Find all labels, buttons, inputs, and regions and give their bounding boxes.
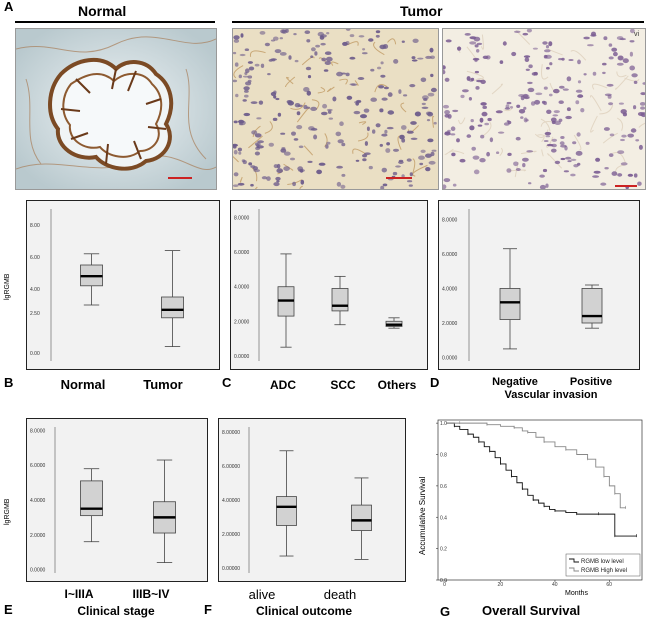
box-scc-iqr <box>331 288 349 312</box>
y-tick-label: 2.00000 <box>222 532 240 538</box>
panel-letter-c: C <box>222 375 232 390</box>
legend-label-high: RGMB High level <box>581 568 627 574</box>
panel-letter-f: F <box>204 602 212 617</box>
y-tick-label: 0.00 <box>30 351 40 357</box>
y-tick-label: 6.00000 <box>222 464 240 470</box>
micrograph-normal <box>15 28 217 190</box>
y-tick-label: 2.50 <box>30 311 40 317</box>
panel-b-ylabel: lgRGMB <box>4 273 11 300</box>
panel-letter-e: E <box>4 602 13 617</box>
panel-e-cat-late: IIIB~IV <box>132 587 170 601</box>
panel-g-title: Overall Survival <box>482 603 581 618</box>
y-tick-label: 6.0000 <box>442 252 458 258</box>
y-tick-label: 0.6 <box>440 484 447 490</box>
panel-letter-b: B <box>4 375 14 390</box>
panel-c-cat-scc: SCC <box>330 378 356 392</box>
normal-header-rule <box>15 21 215 23</box>
panel-f-cat-alive: alive <box>248 587 276 602</box>
y-tick-label: 4.00000 <box>222 498 240 504</box>
y-tick-label: 8.0000 <box>234 216 250 222</box>
panel-d-cat-positive: Positive <box>569 376 613 388</box>
box-negative-iqr <box>499 288 521 320</box>
panel-f-plot: 8.00000 6.00000 4.00000 2.00000 0.00000 <box>218 418 406 582</box>
panel-c-cat-others: Others <box>377 378 417 392</box>
y-tick-label: 8.0000 <box>442 217 458 223</box>
panel-e-ylabel-wrap: lgRGMB <box>4 415 24 575</box>
panel-b-plot: 8.00 6.00 4.00 2.50 0.00 <box>26 200 220 370</box>
y-tick-label: 1.0 <box>440 421 447 427</box>
survival-curve-low <box>446 422 637 537</box>
y-tick-label: 2.0000 <box>442 321 458 327</box>
survival-plot-frame <box>437 419 643 581</box>
legend-swatch-low <box>569 558 579 563</box>
panel-b-ylabel-wrap: lgRGMB <box>4 190 24 355</box>
panel-e-ylabel: lgRGMB <box>4 498 11 525</box>
micrograph-tumor-1 <box>232 28 439 190</box>
y-tick-label: 4.0000 <box>442 286 458 292</box>
panel-d-xlabel: Vascular invasion <box>504 389 598 401</box>
y-tick-label: 0.0 <box>440 578 447 584</box>
panel-letter-d: D <box>430 375 440 390</box>
y-tick-label: 6.0000 <box>234 250 250 256</box>
y-tick-label: 8.00 <box>30 223 40 229</box>
y-tick-label: 4.0000 <box>234 285 250 291</box>
survival-curve-high <box>446 422 626 509</box>
panel-e-xlabel: Clinical stage <box>77 604 155 618</box>
panel-g-plot: 1.0 0.8 0.6 0.4 0.2 0.0 0 20 40 60 RGMB low level R… <box>426 414 648 588</box>
micrograph-tumor-2: vi <box>442 28 646 190</box>
micrograph-mark: vi <box>633 31 639 38</box>
box-alive-iqr <box>276 496 297 526</box>
panel-b-cat-normal: Normal <box>60 377 106 392</box>
y-tick-label: 0.0000 <box>30 568 46 574</box>
y-tick-label: 0.00000 <box>222 566 240 572</box>
cell-texture <box>443 29 645 189</box>
legend-box <box>565 553 641 577</box>
x-tick-label: 20 <box>498 582 504 586</box>
y-tick-label: 4.0000 <box>30 498 46 504</box>
panel-f-cat-death: death <box>323 587 357 602</box>
legend-label-low: RGMB low level <box>581 559 624 565</box>
y-tick-label: 0.4 <box>440 515 447 521</box>
y-tick-label: 8.00000 <box>222 430 240 436</box>
panel-b-cat-tumor: Tumor <box>143 377 183 392</box>
y-tick-label: 4.00 <box>30 287 40 293</box>
panel-e-cat-early: I~IIIA <box>64 587 94 601</box>
tumor-header: Tumor <box>400 3 443 19</box>
y-tick-label: 2.0000 <box>234 319 250 325</box>
panel-d-cat-negative: Negative <box>492 376 538 388</box>
panel-f-xlabel: Clinical outcome <box>255 604 353 618</box>
y-tick-label: 8.0000 <box>30 428 46 434</box>
y-tick-label: 6.0000 <box>30 463 46 469</box>
y-tick-label: 6.00 <box>30 255 40 261</box>
panel-d-plot: 8.0000 6.0000 4.0000 2.0000 0.0000 <box>438 200 640 370</box>
panel-e-plot: 8.0000 6.0000 4.0000 2.0000 0.0000 <box>26 418 208 582</box>
x-tick-label: 40 <box>552 582 558 586</box>
box-i-iiia-iqr <box>80 480 103 517</box>
panel-g-xlabel: Months <box>565 590 588 597</box>
tumor-header-rule <box>232 21 644 23</box>
y-tick-label: 0.0000 <box>234 354 250 360</box>
y-tick-label: 2.0000 <box>30 533 46 539</box>
y-tick-label: 0.0000 <box>442 356 458 362</box>
cell-texture <box>233 29 437 189</box>
panel-c-cat-adc: ADC <box>270 378 296 392</box>
legend-swatch-high <box>569 567 579 572</box>
box-death-iqr <box>351 504 372 531</box>
box-positive-iqr <box>581 288 603 324</box>
panel-letter-g: G <box>440 604 451 619</box>
panel-letter-a: A <box>4 0 14 14</box>
normal-header: Normal <box>78 3 127 19</box>
x-tick-label: 0 <box>443 582 446 586</box>
x-tick-label: 60 <box>606 582 612 586</box>
y-tick-label: 0.2 <box>440 547 447 553</box>
box-tumor-iqr <box>161 296 184 319</box>
panel-c-plot: 8.0000 6.0000 4.0000 2.0000 0.0000 <box>230 200 428 370</box>
y-tick-label: 0.8 <box>440 453 447 459</box>
